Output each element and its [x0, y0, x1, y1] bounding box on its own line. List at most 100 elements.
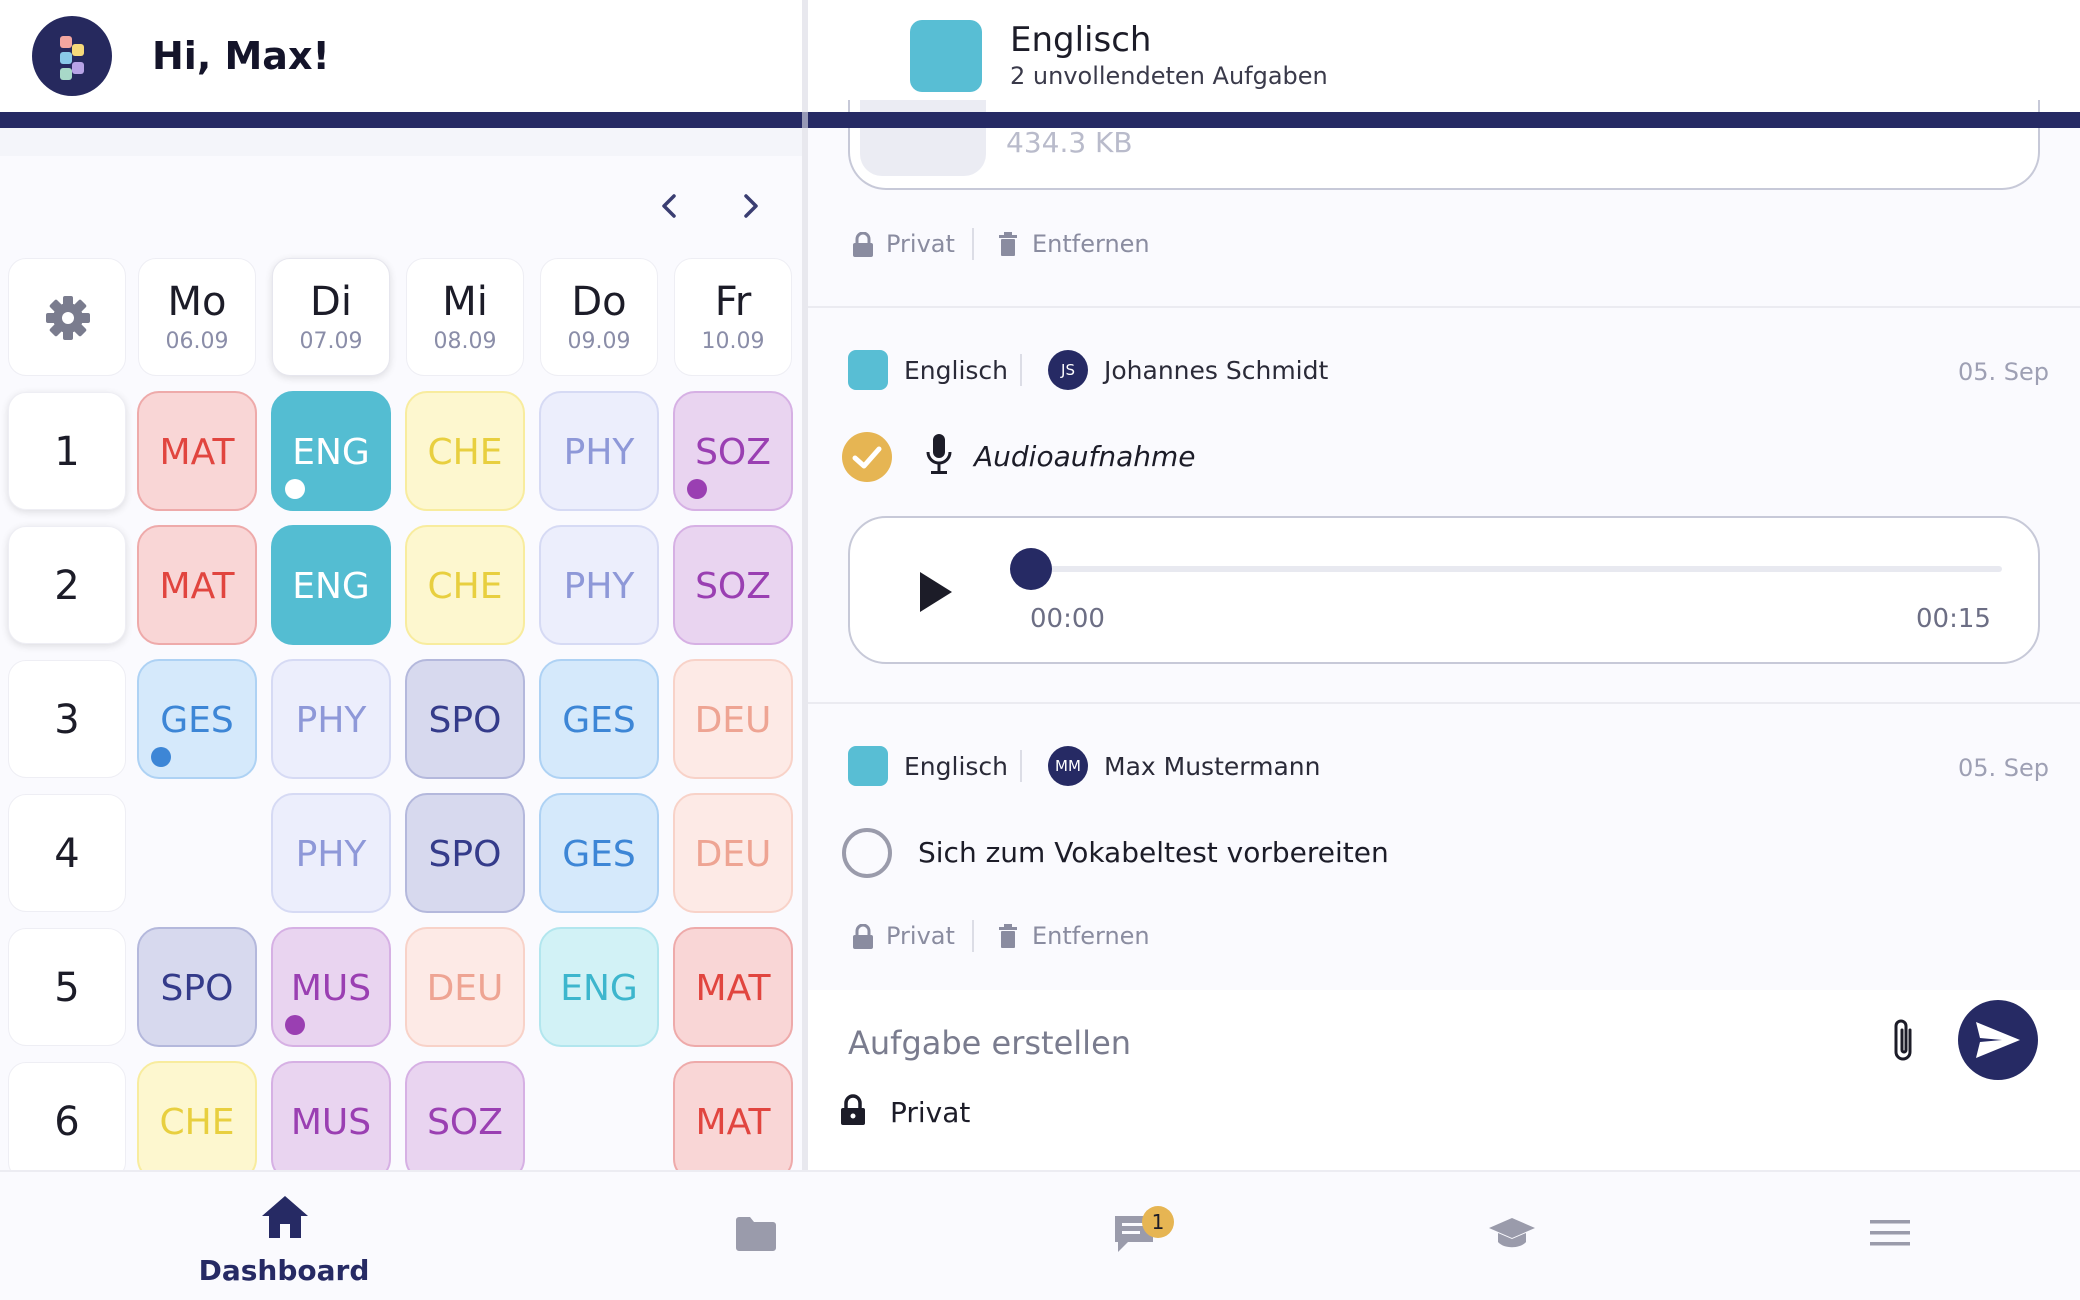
day-header-fr[interactable]: Fr 10.09: [674, 258, 792, 376]
lesson-che[interactable]: CHE: [405, 525, 525, 645]
message-author: Johannes Schmidt: [1104, 356, 1329, 385]
lesson-mat[interactable]: MAT: [137, 391, 257, 511]
lesson-soz[interactable]: SOZ: [673, 391, 793, 511]
compose-area: Aufgabe erstellen Privat: [808, 990, 2080, 1170]
audio-duration: 00:15: [1916, 604, 1991, 634]
lesson-mat[interactable]: MAT: [673, 1061, 793, 1170]
subject-swatch: [848, 746, 888, 786]
timetable-panel: Hi, Max!: [0, 0, 802, 1170]
home-icon: [262, 1196, 308, 1238]
message-author: Max Mustermann: [1104, 752, 1321, 781]
period-number: 4: [8, 794, 126, 912]
lesson-mat[interactable]: MAT: [137, 525, 257, 645]
lesson-mus[interactable]: MUS: [271, 927, 391, 1047]
gear-icon: [46, 296, 90, 340]
header-bar: [0, 112, 802, 128]
period-number: 3: [8, 660, 126, 778]
lesson-deu[interactable]: DEU: [673, 659, 793, 779]
greeting: Hi, Max!: [152, 34, 330, 78]
attach-button[interactable]: [1884, 1016, 1924, 1066]
day-date: 10.09: [701, 329, 765, 354]
subject-color-swatch: [910, 20, 982, 92]
chat-subtitle: 2 unvollendeten Aufgaben: [1010, 62, 1328, 90]
day-header-mi[interactable]: Mi 08.09: [406, 258, 524, 376]
app-logo: [32, 16, 112, 96]
send-button[interactable]: [1958, 1000, 2038, 1080]
nav-files[interactable]: [656, 1172, 856, 1300]
lesson-deu[interactable]: DEU: [405, 927, 525, 1047]
audio-progress-track[interactable]: [1022, 566, 2002, 572]
lesson-spo[interactable]: SPO: [137, 927, 257, 1047]
period-number: 5: [8, 928, 126, 1046]
lesson-spo[interactable]: SPO: [405, 659, 525, 779]
audio-player: 00:00 00:15: [848, 516, 2040, 664]
nav-chat[interactable]: 1: [1034, 1172, 1234, 1300]
nav-label: Dashboard: [198, 1254, 370, 1287]
avatar: JS: [1048, 350, 1088, 390]
remove-button[interactable]: Entfernen: [1032, 922, 1150, 950]
lesson-deu[interactable]: DEU: [673, 793, 793, 913]
next-week-button[interactable]: [730, 186, 770, 226]
day-date: 06.09: [165, 329, 229, 354]
paperclip-icon: [1894, 1019, 1912, 1061]
lesson-eng[interactable]: ENG: [539, 927, 659, 1047]
audio-current-time: 00:00: [1030, 604, 1105, 634]
chevron-right-icon: [744, 194, 758, 218]
day-name: Di: [310, 279, 352, 325]
day-name: Mi: [442, 279, 488, 325]
task-input[interactable]: Aufgabe erstellen: [848, 1024, 1132, 1062]
lesson-phy[interactable]: PHY: [539, 525, 659, 645]
lesson-ges[interactable]: GES: [137, 659, 257, 779]
lesson-phy[interactable]: PHY: [539, 391, 659, 511]
private-toggle[interactable]: Privat: [886, 922, 955, 950]
prev-week-button[interactable]: [650, 186, 690, 226]
lesson-eng[interactable]: ENG: [271, 391, 391, 511]
lesson-ges[interactable]: GES: [539, 793, 659, 913]
nav-menu[interactable]: [1790, 1172, 1990, 1300]
play-icon: [920, 572, 952, 612]
lesson-phy[interactable]: PHY: [271, 659, 391, 779]
day-header-mo[interactable]: Mo 06.09: [138, 258, 256, 376]
day-header-do[interactable]: Do 09.09: [540, 258, 658, 376]
lock-icon: [853, 924, 873, 949]
lesson-soz[interactable]: SOZ: [673, 525, 793, 645]
day-name: Mo: [167, 279, 227, 325]
lesson-mat[interactable]: MAT: [673, 927, 793, 1047]
task-title: Audioaufnahme: [974, 440, 1196, 473]
play-button[interactable]: [916, 570, 956, 614]
private-toggle[interactable]: Privat: [886, 230, 955, 258]
period-number: 1: [8, 392, 126, 510]
settings-button[interactable]: [8, 258, 126, 376]
task-indicator-dot: [285, 479, 305, 499]
compose-private-toggle[interactable]: Privat: [890, 1096, 971, 1129]
trash-icon: [999, 232, 1017, 256]
lesson-eng[interactable]: ENG: [271, 525, 391, 645]
nav-grades[interactable]: [1412, 1172, 1612, 1300]
lesson-ges[interactable]: GES: [539, 659, 659, 779]
avatar: MM: [1048, 746, 1088, 786]
audio-scrubber[interactable]: [1010, 548, 1052, 590]
lesson-che[interactable]: CHE: [405, 391, 525, 511]
nav-dashboard[interactable]: Dashboard: [184, 1172, 384, 1300]
day-name: Fr: [714, 279, 752, 325]
lock-icon: [853, 232, 873, 257]
day-date: 08.09: [433, 329, 497, 354]
lesson-che[interactable]: CHE: [137, 1061, 257, 1170]
period-number: 6: [8, 1062, 126, 1170]
period-number: 2: [8, 526, 126, 644]
remove-button[interactable]: Entfernen: [1032, 230, 1150, 258]
task-title: Sich zum Vokabeltest vorbereiten: [918, 836, 1389, 869]
header-bar: [808, 112, 2080, 128]
check-icon: [852, 446, 882, 469]
task-open-checkbox[interactable]: [842, 828, 892, 878]
lesson-phy[interactable]: PHY: [271, 793, 391, 913]
chat-panel: Englisch 2 unvollendeten Aufgaben 434.3 …: [808, 0, 2080, 1170]
lesson-spo[interactable]: SPO: [405, 793, 525, 913]
day-header-di[interactable]: Di 07.09: [272, 258, 390, 376]
lesson-mus[interactable]: MUS: [271, 1061, 391, 1170]
day-date: 07.09: [299, 329, 363, 354]
lesson-soz[interactable]: SOZ: [405, 1061, 525, 1170]
task-done-checkbox[interactable]: [842, 432, 892, 482]
graduation-cap-icon: [1489, 1218, 1535, 1248]
microphone-icon: [926, 434, 952, 474]
